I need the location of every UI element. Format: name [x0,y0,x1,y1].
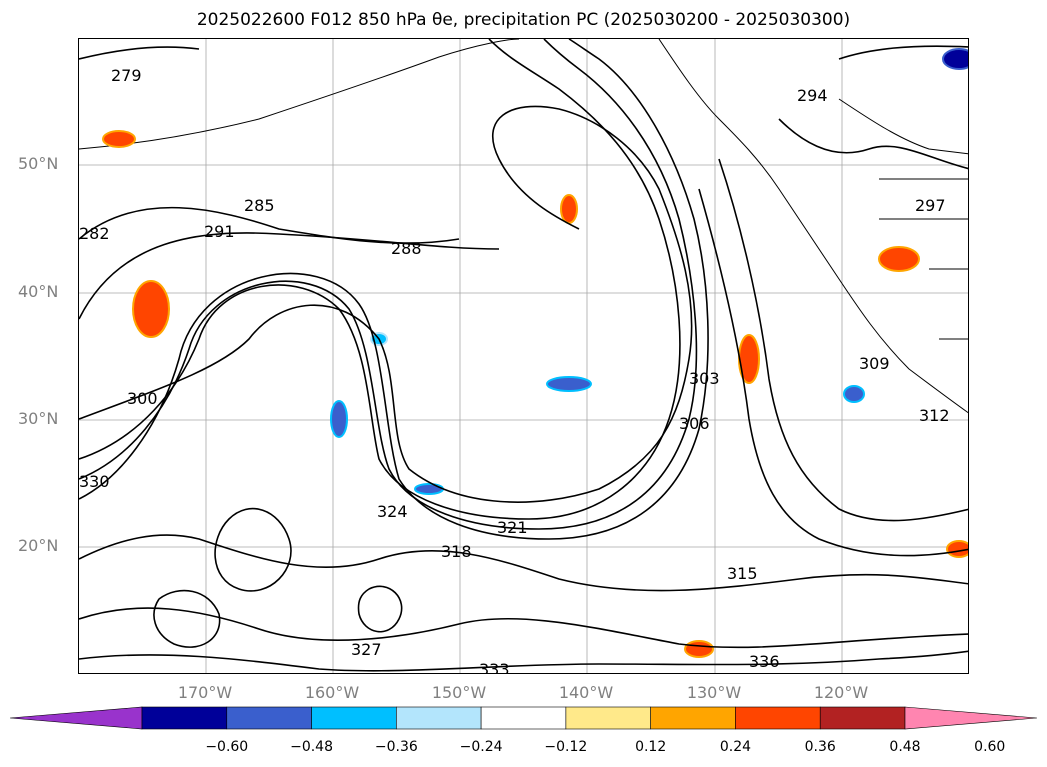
colorbar-tick-label: 0.48 [889,739,921,755]
lon-label: 150°W [431,683,487,702]
contour-label: 315 [727,564,758,583]
colorbar-segment [650,706,736,730]
map-canvas: 279 282 285 288 291 294 297 300 303 306 … [79,39,968,674]
contour-label: 279 [111,66,142,85]
colorbar-segment [226,706,312,730]
colorbar-tick-label: −0.60 [205,739,249,755]
contour-label-group: 279 282 285 288 291 294 297 300 303 306 … [79,66,950,674]
colorbar-segment [396,706,482,730]
colorbar-segment [735,706,821,730]
colorbar-segment [565,706,651,730]
colorbar-tick-label: −0.36 [374,739,418,755]
colorbar-segment [819,706,906,730]
colorbar-tick-label: 0.24 [719,739,752,755]
contour-label: 321 [497,518,528,537]
colorbar-segment [141,706,228,730]
contour-label: 297 [915,196,946,215]
colorbar [10,706,1037,730]
contour-label: 327 [351,640,382,659]
contour-label: 300 [127,389,158,408]
contour-label: 294 [797,86,828,105]
contour-label: 309 [859,354,890,373]
contour-label: 291 [204,222,235,241]
contour-label: 288 [391,239,422,258]
colorbar-tick-label: 0.36 [804,739,836,755]
precip-shading [102,48,968,658]
contour-label: 318 [441,542,472,561]
map-title: 2025022600 F012 850 hPa θe, precipitatio… [196,10,851,30]
lat-label: 50°N [18,154,59,173]
colorbar-tick-label: −0.12 [544,739,588,755]
contour-label: 333 [479,660,510,674]
colorbar-tick-label: −0.48 [290,739,333,755]
contour-label: 324 [377,502,408,521]
contour-label: 285 [244,196,275,215]
colorbar-tick-label: −0.24 [459,739,503,755]
contour-label: 282 [79,224,110,243]
contour-label: 312 [919,406,950,425]
lon-label: 130°W [686,683,742,702]
contour-label: 306 [679,414,710,433]
contour-label: 303 [689,369,720,388]
lon-label: 160°W [304,683,360,702]
colorbar-segment [311,706,397,730]
map-panel: 279 282 285 288 291 294 297 300 303 306 … [78,38,969,674]
contour-label: 336 [749,652,780,671]
colorbar-tick-label: 0.60 [974,739,1006,755]
lon-label: 120°W [813,683,869,702]
colorbar-tick-label: 0.12 [635,739,667,755]
lat-label: 20°N [18,536,59,555]
colorbar-extend-min [10,706,143,730]
colorbar-segment [480,706,567,730]
graticule [79,39,968,673]
lat-label: 40°N [18,282,59,301]
coastlines [79,39,968,414]
lon-label: 170°W [177,683,233,702]
lon-label: 140°W [558,683,614,702]
contour-label: 330 [79,472,110,491]
lat-label: 30°N [18,409,59,428]
theta-e-contours [79,39,968,672]
colorbar-extend-max [904,706,1037,730]
